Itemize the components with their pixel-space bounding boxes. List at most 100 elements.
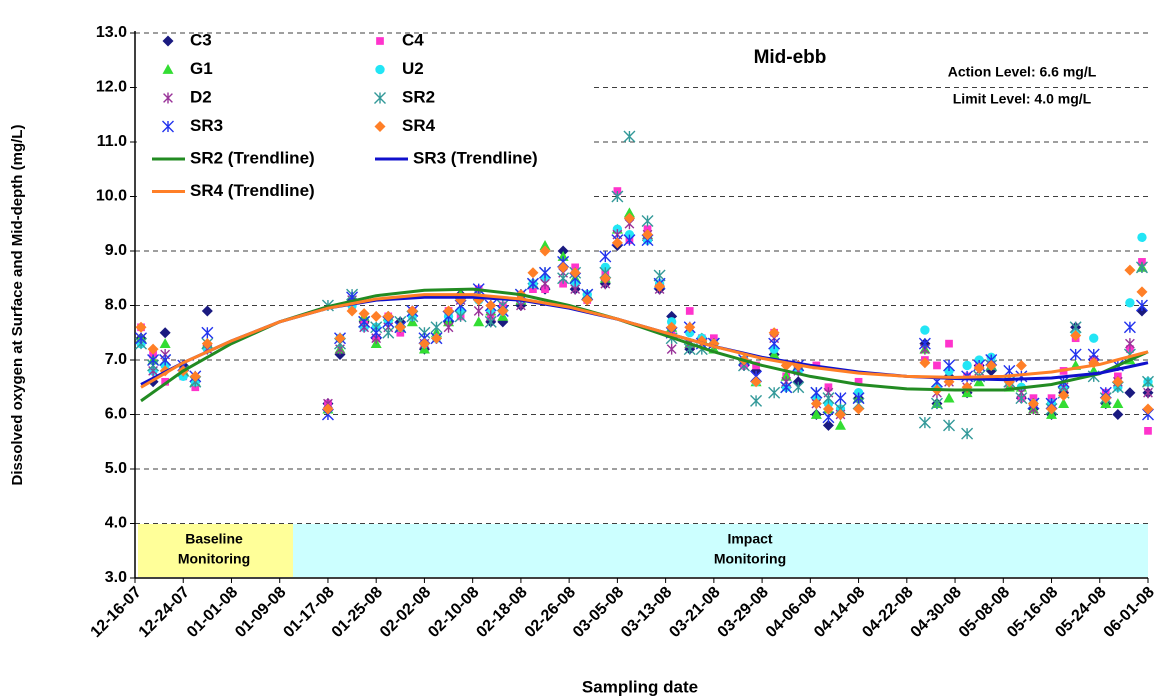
- marker: [1015, 359, 1027, 371]
- marker: [943, 419, 956, 432]
- x-tick-label: 03-21-08: [666, 584, 723, 641]
- marker: [623, 207, 635, 218]
- x-tick-label: 03-13-08: [618, 584, 675, 641]
- y-tick-label: 3.0: [105, 569, 127, 586]
- marker: [654, 280, 666, 292]
- marker: [370, 310, 382, 322]
- legend-marker: [374, 92, 386, 104]
- legend-marker: [162, 64, 174, 74]
- marker: [1027, 398, 1039, 410]
- marker: [443, 321, 454, 333]
- marker: [201, 305, 213, 317]
- marker: [792, 381, 805, 394]
- marker: [484, 315, 497, 328]
- marker: [1015, 392, 1028, 405]
- legend-marker: [374, 121, 386, 132]
- marker: [1069, 348, 1082, 361]
- y-tick-label: 11.0: [97, 133, 127, 150]
- marker: [406, 305, 418, 317]
- marker: [1125, 338, 1135, 350]
- marker: [147, 343, 159, 355]
- period-label: Mid-ebb: [754, 47, 827, 68]
- legend-label: SR2: [402, 87, 435, 106]
- y-tick-label: 6.0: [105, 406, 127, 423]
- marker: [685, 307, 694, 315]
- marker: [1137, 232, 1147, 243]
- marker: [394, 321, 406, 333]
- marker: [611, 190, 624, 203]
- legend-marker: [376, 37, 384, 45]
- marker: [623, 212, 635, 224]
- x-tick-label: 05-24-08: [1052, 584, 1109, 641]
- y-tick-label: 7.0: [105, 351, 127, 368]
- marker: [768, 327, 780, 339]
- marker: [135, 332, 148, 345]
- marker: [822, 403, 834, 415]
- marker: [454, 310, 467, 323]
- marker: [1144, 427, 1152, 435]
- marker: [189, 370, 201, 382]
- legend-marker: [163, 92, 173, 104]
- legend-label: C3: [190, 30, 212, 49]
- marker: [1124, 264, 1136, 276]
- legend-label: D2: [190, 87, 212, 106]
- marker: [557, 272, 570, 285]
- marker: [822, 392, 835, 405]
- marker: [834, 419, 846, 430]
- marker: [750, 394, 763, 407]
- marker: [201, 326, 214, 339]
- y-tick-label: 10.0: [96, 188, 127, 205]
- band-label: Impact: [727, 531, 772, 547]
- marker: [527, 267, 539, 279]
- marker: [810, 398, 822, 410]
- x-tick-label: 01-25-08: [329, 584, 386, 641]
- marker: [611, 237, 623, 249]
- x-tick-label: 02-18-08: [473, 584, 530, 641]
- marker: [1124, 387, 1136, 399]
- marker: [430, 321, 443, 334]
- x-tick-label: 05-08-08: [956, 584, 1013, 641]
- marker: [768, 337, 781, 350]
- x-tick-label: 05-16-08: [1004, 584, 1061, 641]
- marker: [930, 397, 943, 410]
- legend-label: SR4: [402, 116, 436, 135]
- marker: [623, 130, 636, 143]
- marker: [557, 261, 569, 273]
- marker: [1058, 389, 1070, 401]
- marker: [1100, 392, 1112, 404]
- marker: [430, 332, 442, 344]
- marker: [539, 245, 551, 257]
- marker: [943, 359, 956, 372]
- marker: [346, 305, 358, 317]
- marker: [933, 361, 941, 370]
- marker: [918, 337, 931, 350]
- marker: [1142, 403, 1154, 415]
- marker: [822, 419, 834, 431]
- legend-label: SR2 (Trendline): [190, 148, 315, 167]
- marker: [443, 305, 455, 317]
- marker: [334, 332, 346, 344]
- marker: [526, 277, 539, 290]
- x-tick-label: 12-16-07: [88, 584, 145, 641]
- marker: [1112, 376, 1124, 388]
- trendline: [140, 293, 1149, 389]
- marker: [1136, 286, 1148, 298]
- marker: [569, 267, 581, 279]
- marker: [1143, 387, 1153, 399]
- x-axis-label: Sampling date: [582, 677, 698, 696]
- marker: [159, 338, 171, 349]
- x-tick-label: 02-26-08: [522, 584, 579, 641]
- marker: [1112, 398, 1124, 408]
- legend-label: SR4 (Trendline): [190, 181, 315, 200]
- x-tick-label: 12-24-07: [136, 584, 193, 641]
- marker: [961, 427, 974, 440]
- marker: [599, 272, 611, 284]
- marker: [473, 316, 485, 327]
- marker: [834, 409, 846, 420]
- marker: [810, 386, 823, 399]
- marker: [1070, 329, 1082, 341]
- marker: [810, 409, 822, 419]
- marker: [918, 416, 931, 429]
- y-tick-label: 13.0: [96, 24, 127, 41]
- marker: [539, 266, 552, 279]
